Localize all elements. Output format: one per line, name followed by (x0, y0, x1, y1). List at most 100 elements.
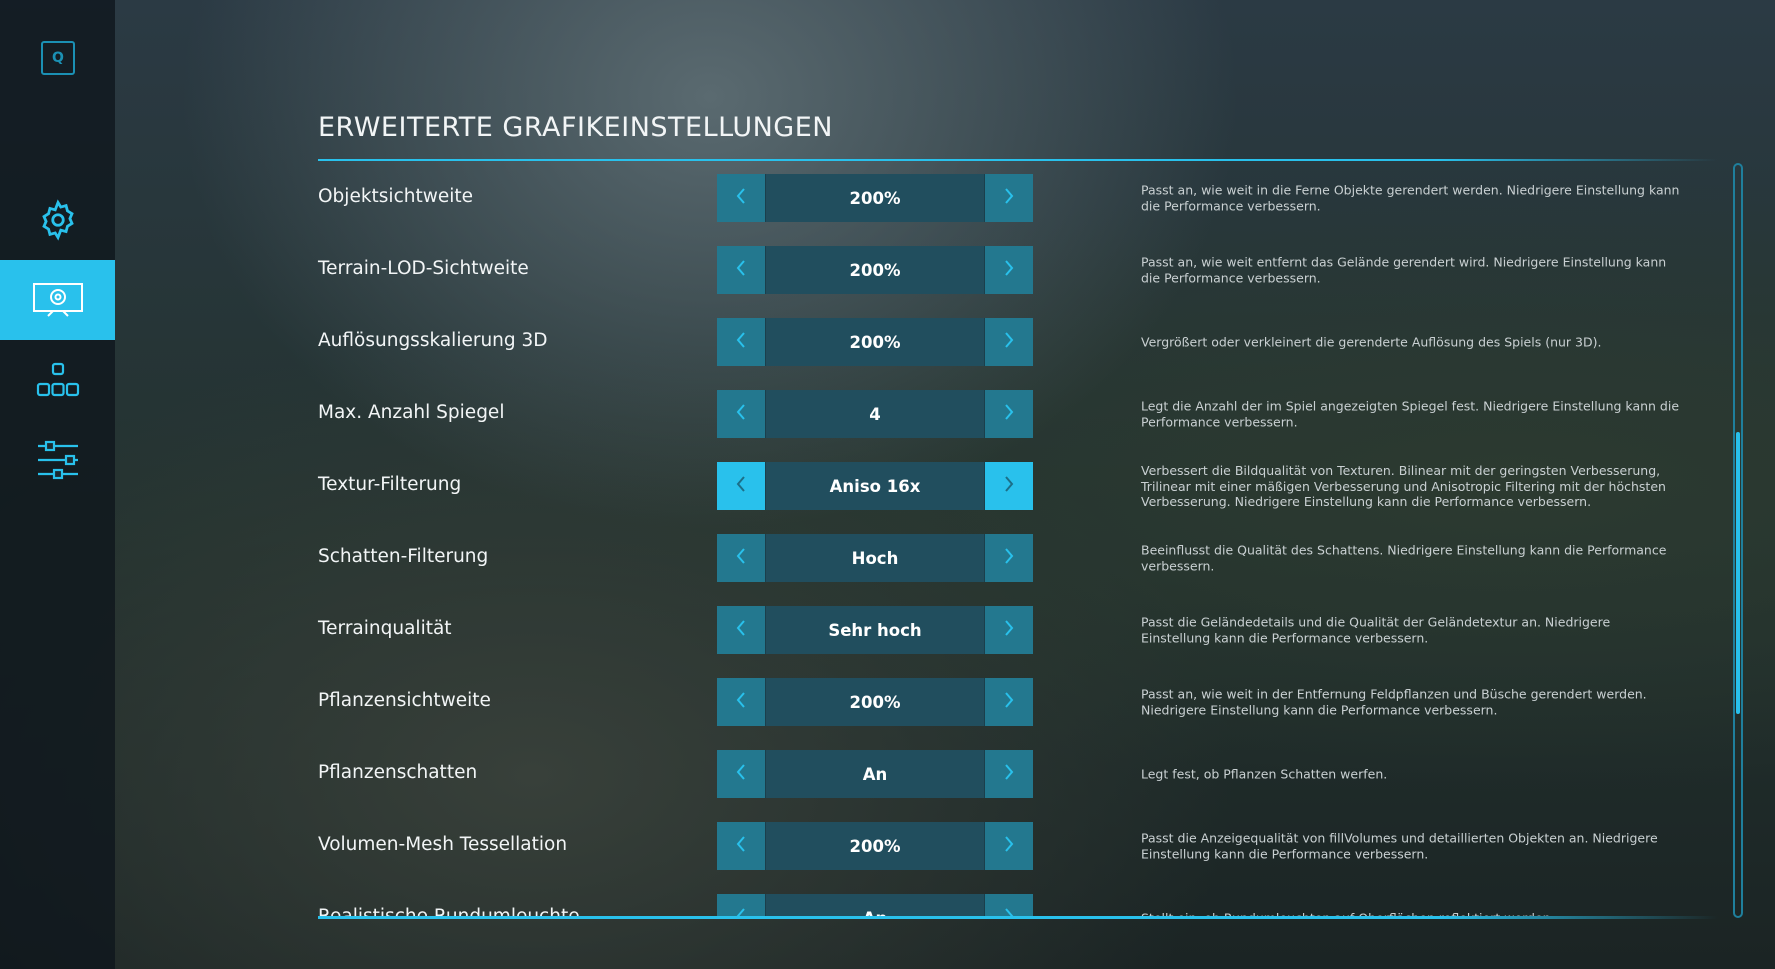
setting-selector[interactable]: 200% (717, 318, 1033, 366)
page-title: ERWEITERTE GRAFIKEINSTELLUNGEN (318, 112, 833, 143)
sidebar-item-advanced[interactable] (0, 420, 115, 500)
setting-description: Passt an, wie weit in der Entfernung Fel… (1141, 686, 1647, 718)
setting-description: Verbessert die Bildqualität von Texturen… (1141, 462, 1666, 509)
setting-selector[interactable]: Sehr hoch (717, 606, 1033, 654)
setting-label: Objektsichtweite (318, 186, 474, 207)
setting-description: Passt an, wie weit in die Ferne Objekte … (1141, 182, 1680, 214)
next-button[interactable] (985, 606, 1033, 654)
setting-row[interactable]: Max. Anzahl Spiegel 4 Legt die Anzahl de… (0, 390, 1775, 438)
setting-row[interactable]: Pflanzensichtweite 200% Passt an, wie we… (0, 678, 1775, 726)
chevron-right-icon (1003, 619, 1015, 641)
previous-button[interactable] (717, 750, 765, 798)
chevron-right-icon (1003, 547, 1015, 569)
previous-button[interactable] (717, 246, 765, 294)
setting-description: Beeinflusst die Qualität des Schattens. … (1141, 542, 1667, 574)
scrollbar-thumb[interactable] (1736, 432, 1740, 714)
key-label: Q (52, 50, 64, 66)
sidebar-item-general[interactable] (0, 180, 115, 260)
setting-selector[interactable]: 4 (717, 390, 1033, 438)
setting-selector[interactable]: 200% (717, 822, 1033, 870)
setting-label: Terrainqualität (318, 618, 452, 639)
setting-selector[interactable]: Aniso 16x (717, 462, 1033, 510)
previous-button[interactable] (717, 462, 765, 510)
previous-button[interactable] (717, 318, 765, 366)
setting-value: Aniso 16x (765, 462, 985, 510)
setting-selector[interactable]: 200% (717, 678, 1033, 726)
previous-button[interactable] (717, 894, 765, 916)
setting-row[interactable]: Schatten-Filterung Hoch Beeinflusst die … (0, 534, 1775, 582)
setting-value: An (765, 750, 985, 798)
setting-value: An (765, 894, 985, 916)
setting-label: Pflanzensichtweite (318, 690, 491, 711)
setting-selector[interactable]: 200% (717, 246, 1033, 294)
setting-row[interactable]: Realistische Rundumleuchte An Stellt ein… (0, 894, 1775, 916)
previous-button[interactable] (717, 534, 765, 582)
setting-value: 4 (765, 390, 985, 438)
next-button[interactable] (985, 894, 1033, 916)
setting-row[interactable]: Pflanzenschatten An Legt fest, ob Pflanz… (0, 750, 1775, 798)
chevron-right-icon (1003, 763, 1015, 785)
previous-button[interactable] (717, 606, 765, 654)
settings-list: Objektsichtweite 200% Passt an, wie weit… (0, 163, 1775, 916)
next-button[interactable] (985, 390, 1033, 438)
setting-value: 200% (765, 174, 985, 222)
previous-button[interactable] (717, 678, 765, 726)
sliders-icon (37, 440, 78, 480)
previous-button[interactable] (717, 390, 765, 438)
setting-label: Realistische Rundumleuchte (318, 906, 580, 916)
setting-value: 200% (765, 318, 985, 366)
chevron-right-icon (1003, 475, 1015, 497)
previous-button[interactable] (717, 174, 765, 222)
setting-value: 200% (765, 678, 985, 726)
setting-label: Pflanzenschatten (318, 762, 478, 783)
next-button[interactable] (985, 174, 1033, 222)
setting-selector[interactable]: An (717, 894, 1033, 916)
next-button[interactable] (985, 318, 1033, 366)
next-button[interactable] (985, 678, 1033, 726)
chevron-left-icon (735, 475, 747, 497)
next-button[interactable] (985, 462, 1033, 510)
next-button[interactable] (985, 750, 1033, 798)
previous-button[interactable] (717, 822, 765, 870)
setting-row[interactable]: Terrainqualität Sehr hoch Passt die Gelä… (0, 606, 1775, 654)
setting-description: Vergrößert oder verkleinert die gerender… (1141, 334, 1602, 350)
chevron-left-icon (735, 403, 747, 425)
chevron-left-icon (735, 691, 747, 713)
setting-row[interactable]: Objektsichtweite 200% Passt an, wie weit… (0, 174, 1775, 222)
setting-selector[interactable]: An (717, 750, 1033, 798)
setting-description: Passt die Anzeigequalität von fillVolume… (1141, 830, 1658, 862)
next-button[interactable] (985, 822, 1033, 870)
chevron-right-icon (1003, 907, 1015, 916)
chevron-right-icon (1003, 187, 1015, 209)
scrollbar[interactable] (1733, 163, 1743, 918)
sidebar-item-controls[interactable] (0, 340, 115, 420)
setting-value: Sehr hoch (765, 606, 985, 654)
monitor-gear-icon (32, 283, 83, 317)
setting-description: Legt fest, ob Pflanzen Schatten werfen. (1141, 766, 1388, 782)
back-key-hint[interactable]: Q (41, 41, 75, 75)
chevron-left-icon (735, 547, 747, 569)
setting-label: Auflösungsskalierung 3D (318, 330, 548, 351)
setting-row[interactable]: Textur-Filterung Aniso 16x Verbessert di… (0, 462, 1775, 510)
gear-icon (41, 199, 74, 241)
chevron-left-icon (735, 259, 747, 281)
setting-label: Terrain-LOD-Sichtweite (318, 258, 529, 279)
setting-label: Schatten-Filterung (318, 546, 489, 567)
setting-description: Passt an, wie weit entfernt das Gelände … (1141, 254, 1667, 286)
next-button[interactable] (985, 534, 1033, 582)
setting-description: Passt die Geländedetails und die Qualitä… (1141, 614, 1611, 646)
setting-selector[interactable]: 200% (717, 174, 1033, 222)
setting-row[interactable]: Auflösungsskalierung 3D 200% Vergrößert … (0, 318, 1775, 366)
chevron-left-icon (735, 835, 747, 857)
chevron-right-icon (1003, 259, 1015, 281)
setting-description: Legt die Anzahl der im Spiel angezeigten… (1141, 398, 1680, 430)
chevron-left-icon (735, 907, 747, 916)
setting-row[interactable]: Terrain-LOD-Sichtweite 200% Passt an, wi… (0, 246, 1775, 294)
setting-label: Textur-Filterung (318, 474, 462, 495)
chevron-left-icon (735, 619, 747, 641)
sidebar-item-graphics[interactable] (0, 260, 115, 340)
setting-value: 200% (765, 822, 985, 870)
next-button[interactable] (985, 246, 1033, 294)
setting-selector[interactable]: Hoch (717, 534, 1033, 582)
setting-row[interactable]: Volumen-Mesh Tessellation 200% Passt die… (0, 822, 1775, 870)
